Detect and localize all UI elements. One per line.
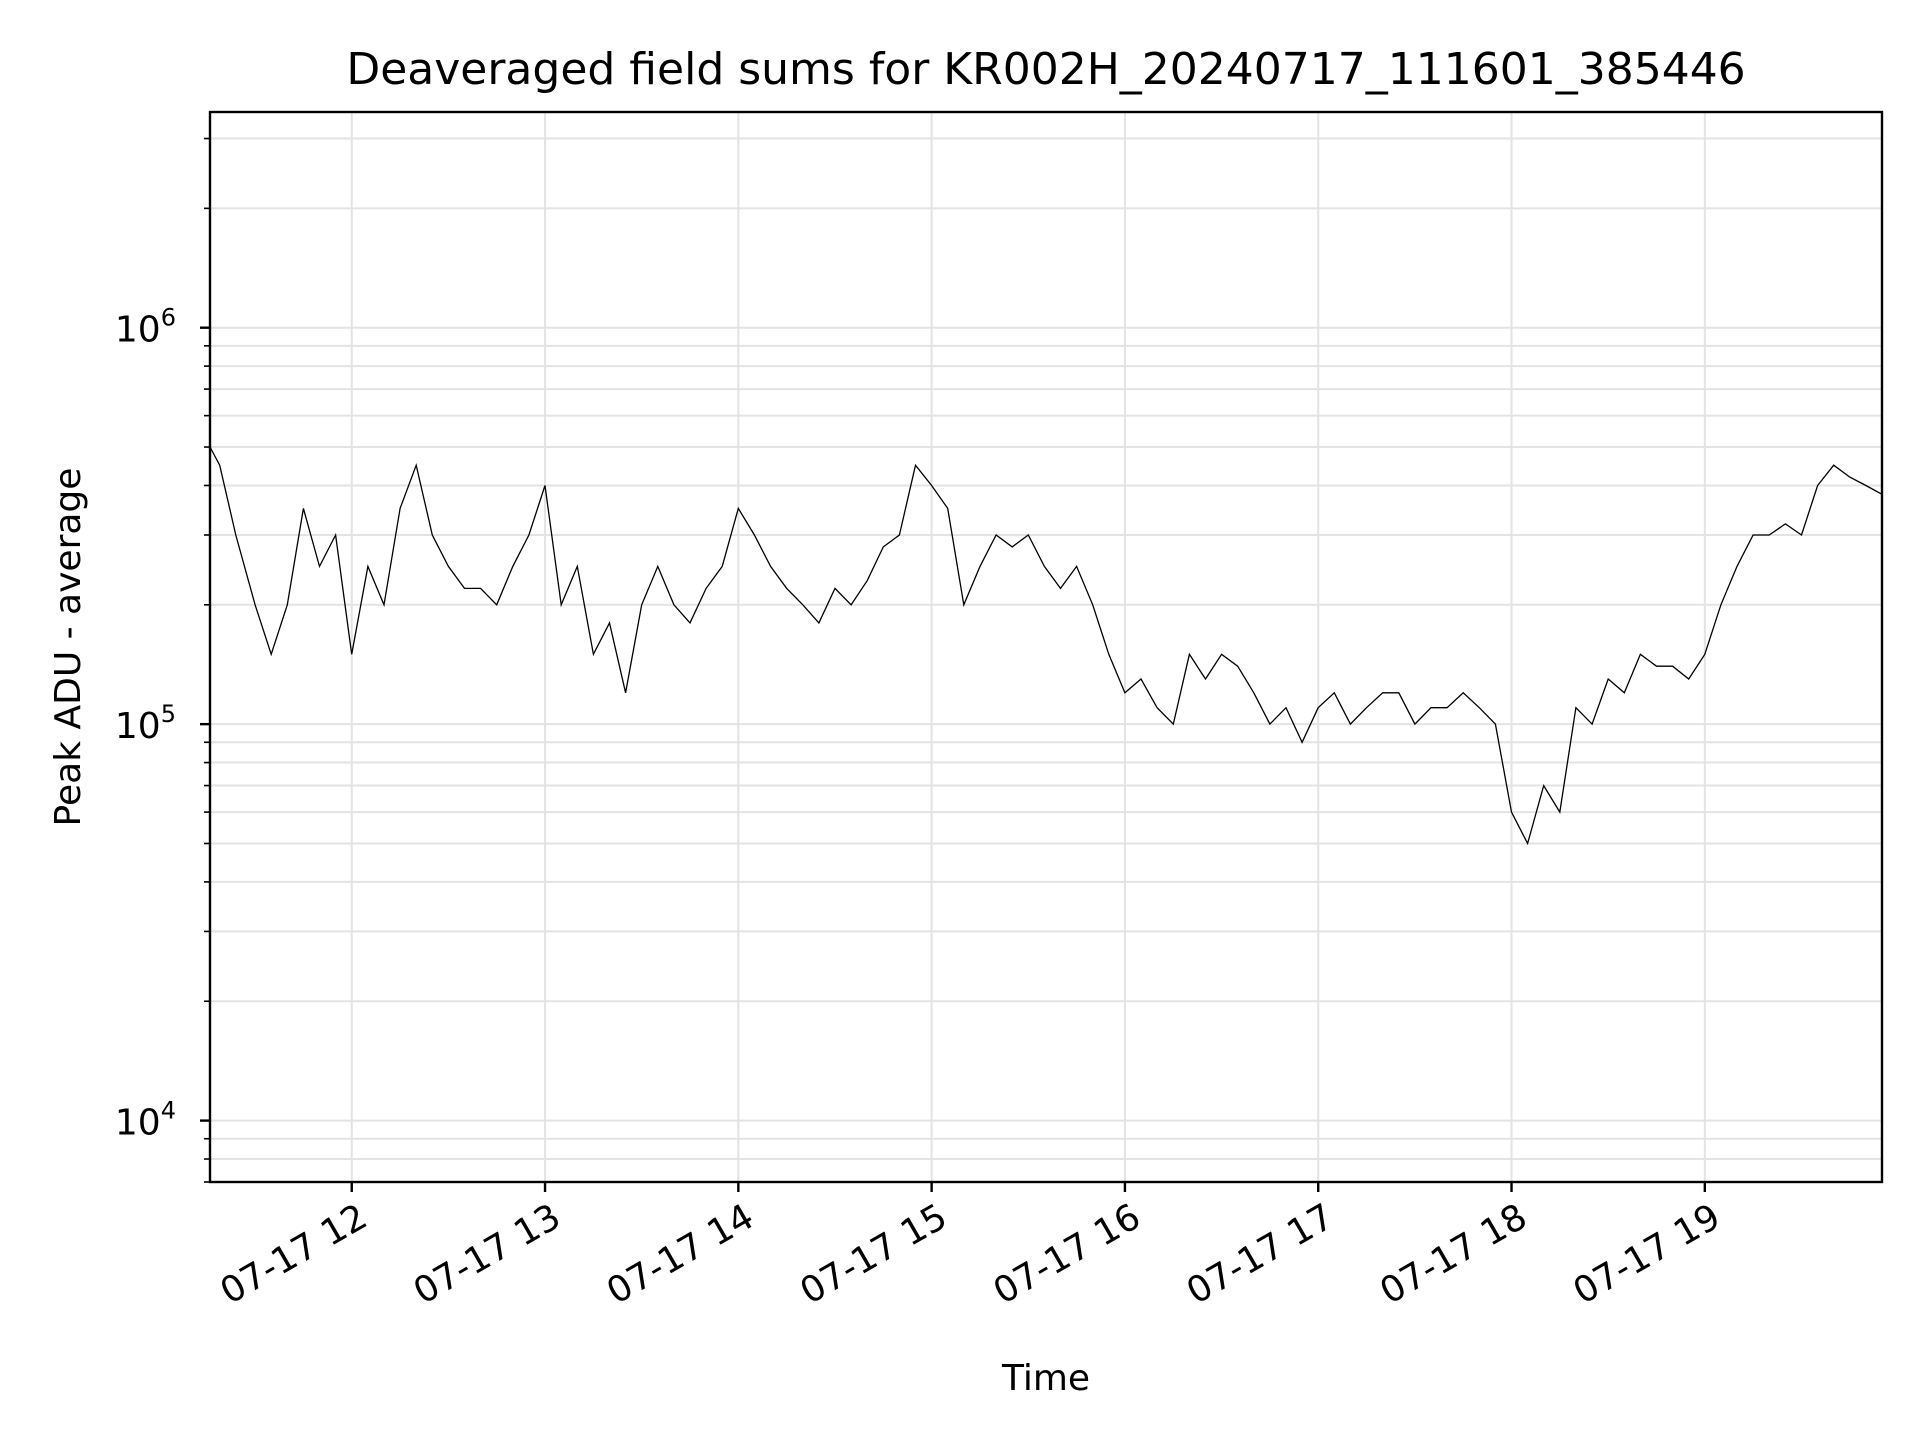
x-axis-label: Time xyxy=(1001,1358,1090,1399)
y-axis-ticks: 104 105 106 xyxy=(115,137,210,1183)
y-tick-label: 104 xyxy=(115,1097,176,1144)
chart-title: Deaveraged field sums for KR002H_2024071… xyxy=(346,44,1745,95)
y-axis-label: Peak ADU - average xyxy=(48,468,89,827)
y-tick-label: 106 xyxy=(115,304,176,351)
series-layer xyxy=(209,446,1883,846)
series-line-0 xyxy=(209,446,1883,846)
grid-lines xyxy=(210,112,1882,1183)
plot-frame xyxy=(208,110,1884,1184)
y-tick-label: 105 xyxy=(115,700,176,747)
